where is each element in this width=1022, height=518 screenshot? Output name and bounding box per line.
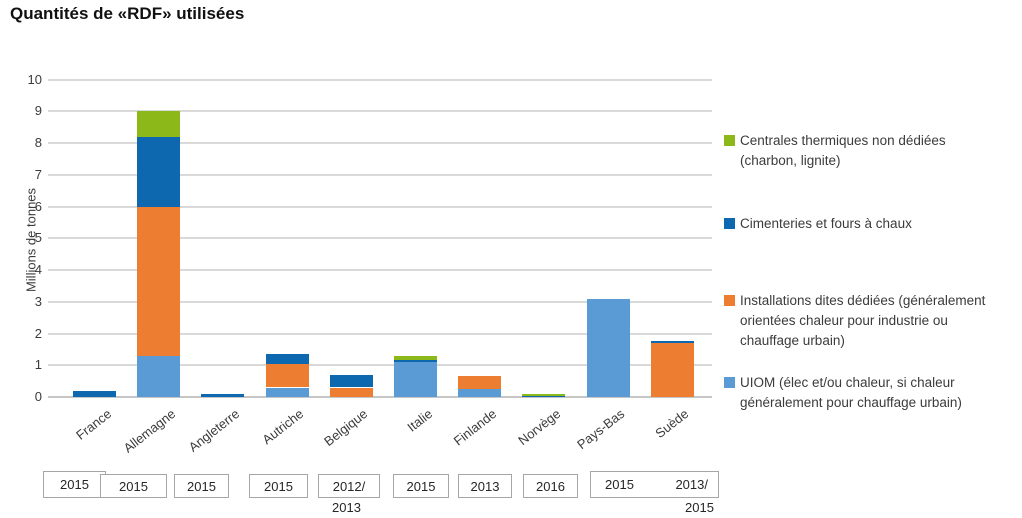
legend-item-centrales: Centrales thermiques non dédiées (charbon…	[724, 131, 1014, 171]
year-box-1: 2015	[100, 474, 167, 498]
legend-swatch-dediees	[724, 295, 735, 306]
bar-cimenteries-autriche	[265, 354, 309, 364]
year-box-label: 2015	[264, 478, 293, 494]
bar-centrales-norvège	[522, 394, 566, 396]
bar-uiom-pays-bas	[586, 298, 630, 397]
year-box-label: 2012/	[332, 478, 366, 494]
bar-dediees-belgique	[329, 387, 373, 397]
year-box-subline-8: 2015	[685, 500, 714, 515]
bar-uiom-italie	[394, 362, 437, 397]
legend-item-dediees: Installations dites dédiées (généralemen…	[724, 291, 1014, 351]
legend-label-cimenteries: Cimenteries et fours à chaux	[740, 216, 912, 231]
year-box-7: 2016	[523, 474, 578, 498]
y-tick-label-1: 1	[34, 357, 42, 373]
bar-dediees-allemagne	[137, 206, 181, 356]
year-box-label: 2015	[605, 477, 634, 492]
legend-label-uiom: UIOM (élec et/ou chaleur, si chaleur géné…	[740, 375, 962, 410]
legend-item-cimenteries: Cimenteries et fours à chaux	[724, 214, 1014, 234]
bar-uiom-allemagne	[137, 355, 181, 397]
y-tick-label-9: 9	[34, 103, 42, 119]
bar-cimenteries-allemagne	[137, 136, 181, 207]
y-tick-label-3: 3	[34, 293, 42, 309]
y-tick-label-10: 10	[27, 71, 42, 87]
year-box-8: 2015 2013/	[590, 471, 719, 498]
legend-swatch-cimenteries	[724, 218, 735, 229]
y-tick-label-7: 7	[34, 166, 42, 182]
year-box-4: 2012/	[318, 474, 380, 498]
bar-centrales-italie	[394, 356, 437, 360]
gridline-9	[48, 110, 712, 113]
y-tick-label-6: 6	[34, 198, 42, 214]
year-box-2: 2015	[174, 474, 229, 498]
y-tick-label-5: 5	[34, 230, 42, 246]
y-tick-label-8: 8	[34, 135, 42, 150]
bar-cimenteries-angleterre	[201, 393, 245, 397]
year-box-label: 2015	[187, 478, 216, 494]
legend-label-dediees: Installations dites dédiées (généralemen…	[740, 293, 986, 348]
year-box-label: 2015	[406, 478, 436, 494]
bar-uiom-autriche	[265, 387, 309, 397]
legend-label-centrales: Centrales thermiques non dédiées (charbon…	[740, 133, 946, 168]
year-box-0: 2015	[43, 471, 106, 498]
legend-swatch-uiom	[724, 377, 735, 388]
gridline-3	[48, 300, 712, 303]
bar-dediees-finlande	[458, 376, 502, 390]
bar-dediees-autriche	[265, 363, 309, 388]
y-tick-label-2: 2	[34, 325, 42, 341]
year-box-5: 2015	[393, 474, 449, 498]
gridline-10	[48, 78, 712, 81]
year-box-label: 2013	[470, 478, 500, 494]
year-box-3: 2015	[249, 474, 308, 498]
gridline-7	[48, 173, 712, 176]
gridline-5	[48, 237, 712, 240]
bar-cimenteries-suède	[650, 340, 694, 343]
gridline-0	[48, 396, 712, 398]
y-tick-label-4: 4	[34, 262, 42, 277]
bar-centrales-allemagne	[137, 111, 181, 137]
bar-cimenteries-italie	[394, 359, 437, 362]
gridline-1	[48, 364, 712, 367]
chart-title: Quantités de «RDF» utilisées	[10, 4, 245, 23]
year-box-6: 2013	[458, 474, 512, 498]
legend-item-uiom: UIOM (élec et/ou chaleur, si chaleur géné…	[724, 373, 1014, 413]
gridline-6	[48, 205, 712, 208]
year-box-label-2: 2013/	[675, 477, 708, 492]
gridline-2	[48, 332, 712, 335]
year-box-subline-4: 2013	[332, 500, 361, 515]
bar-cimenteries-norvège	[522, 395, 566, 397]
bar-uiom-finlande	[458, 389, 502, 397]
bar-cimenteries-france	[73, 390, 116, 397]
year-box-label: 2015	[60, 477, 89, 492]
legend-swatch-centrales	[724, 135, 735, 146]
y-tick-label-0: 0	[34, 389, 42, 404]
gridline-4	[48, 269, 712, 271]
year-box-label: 2016	[536, 478, 565, 494]
year-box-label: 2015	[119, 478, 148, 494]
bar-dediees-suède	[650, 343, 694, 397]
bar-cimenteries-belgique	[329, 374, 373, 388]
gridline-8	[48, 142, 712, 144]
